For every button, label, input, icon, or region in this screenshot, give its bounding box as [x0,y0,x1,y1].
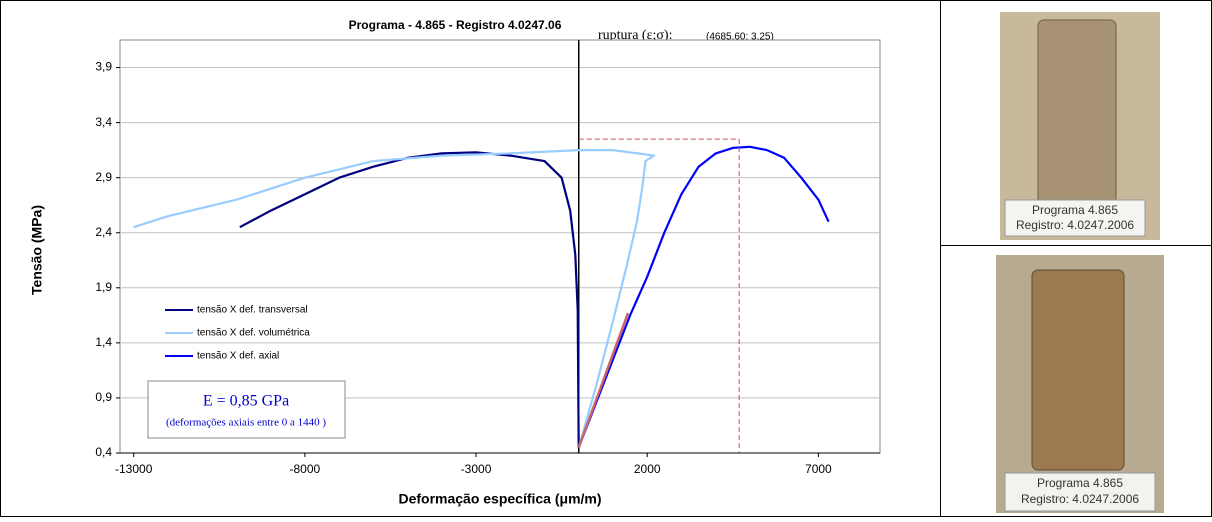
photo-caption: Programa 4.865 [1032,203,1118,217]
data-line [133,149,656,448]
annotation: ruptura (ε;σ): [598,28,672,43]
y-axis-label: Tensão (MPa) [29,205,45,295]
data-line [577,145,830,448]
y-tick-label: 3,4 [95,115,112,129]
y-tick-label: 1,4 [95,335,112,349]
photo: Programa 4.865 Registro: 4.0247.2006 [996,255,1164,513]
x-axis-label: Deformação específica (μm/m) [398,491,601,507]
legend-label: tensão X def. volumétrica [197,328,310,339]
y-tick-label: 2,4 [95,225,112,239]
x-tick-label: -13000 [115,462,153,476]
specimen [1031,269,1125,471]
annotation-box [147,380,346,439]
x-tick-label: -3000 [461,462,492,476]
specimen [1037,19,1117,221]
photo-label [1004,199,1146,237]
x-tick-label: -8000 [290,462,321,476]
photo-caption: Registro: 4.0247.2006 [1021,492,1139,506]
y-tick-label: 1,9 [95,280,112,294]
legend-label: tensão X def. transversal [197,305,308,316]
annotation: (4685,60; 3,25) [706,32,774,43]
y-tick-label: 2,9 [95,170,112,184]
legend-label: tensão X def. axial [197,351,279,362]
annotation: E = 0,85 GPa [203,393,289,410]
data-line [239,151,580,448]
photo-label [1004,472,1156,512]
photo-caption: Registro: 4.0247.2006 [1016,218,1134,232]
y-tick-label: 3,9 [95,60,112,74]
y-tick-label: 0,9 [95,390,112,404]
fit-line [577,312,630,448]
x-tick-label: 7000 [805,462,832,476]
x-tick-label: 2000 [634,462,661,476]
chart-title: Programa - 4.865 - Registro 4.0247.06 [349,18,562,32]
annotation: (deformações axiais entre 0 a 1440 ) [166,417,326,429]
photo-caption: Programa 4.865 [1037,476,1123,490]
y-tick-label: 0,4 [95,445,112,459]
